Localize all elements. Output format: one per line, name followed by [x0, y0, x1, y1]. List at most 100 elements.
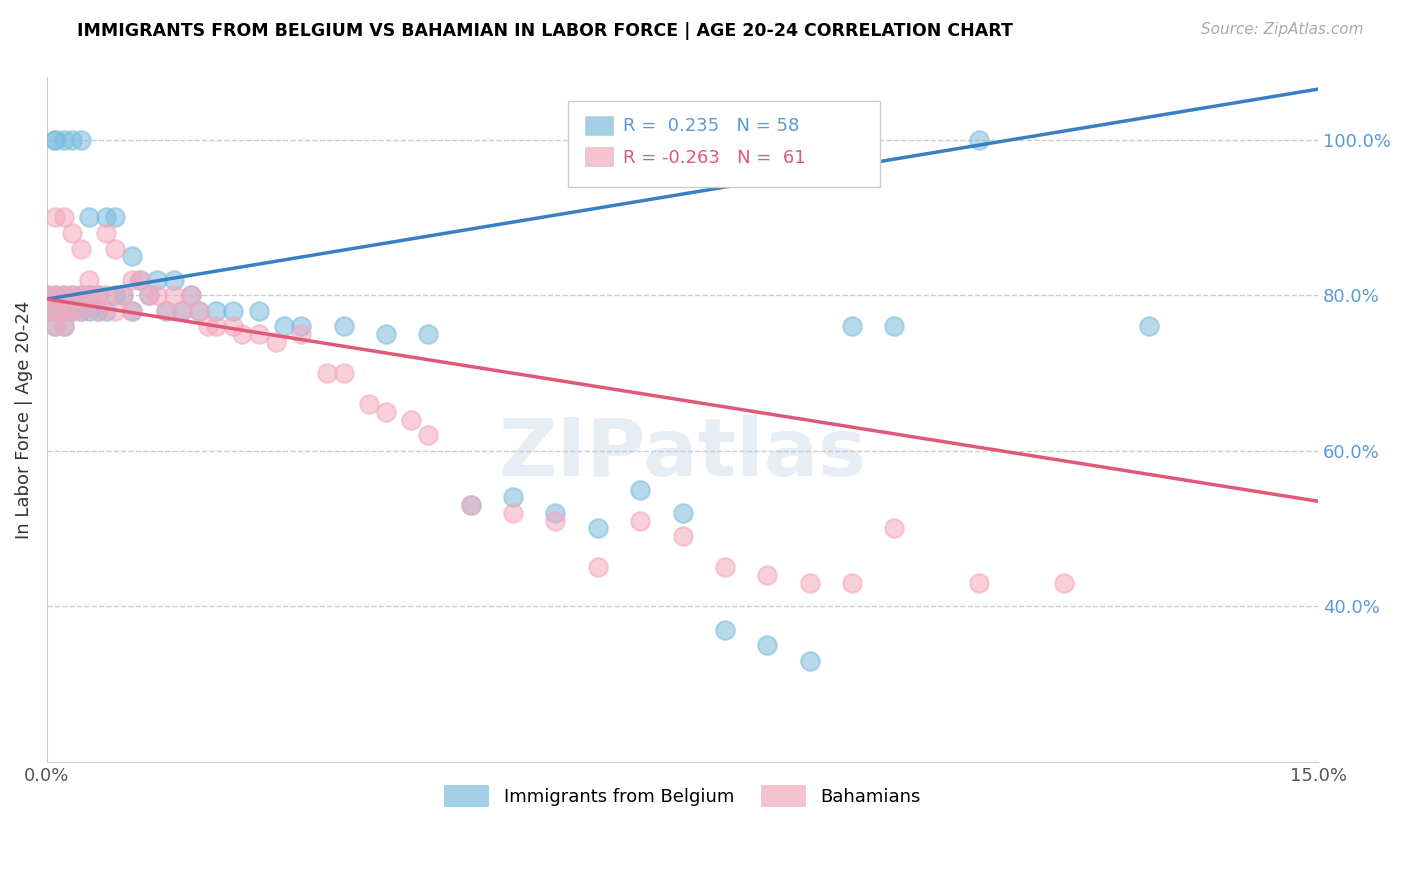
- Text: IMMIGRANTS FROM BELGIUM VS BAHAMIAN IN LABOR FORCE | AGE 20-24 CORRELATION CHART: IMMIGRANTS FROM BELGIUM VS BAHAMIAN IN L…: [77, 22, 1014, 40]
- Point: [460, 498, 482, 512]
- Point: [205, 303, 228, 318]
- Point: [44, 288, 66, 302]
- Point: [44, 319, 66, 334]
- Point: [104, 303, 127, 318]
- Point: [180, 288, 202, 302]
- Point: [418, 428, 440, 442]
- Point: [290, 327, 312, 342]
- Point: [69, 288, 91, 302]
- Point: [671, 529, 693, 543]
- Point: [799, 575, 821, 590]
- Point: [222, 303, 245, 318]
- Point: [357, 397, 380, 411]
- Point: [586, 560, 609, 574]
- Point: [1137, 319, 1160, 334]
- Point: [87, 288, 110, 302]
- Bar: [585, 116, 613, 135]
- Point: [628, 514, 651, 528]
- Point: [332, 319, 354, 334]
- Point: [52, 303, 75, 318]
- Point: [163, 272, 186, 286]
- Point: [163, 288, 186, 302]
- Point: [121, 303, 143, 318]
- Point: [87, 303, 110, 318]
- Point: [544, 506, 567, 520]
- Text: R =  0.235   N = 58: R = 0.235 N = 58: [623, 117, 799, 135]
- Point: [883, 319, 905, 334]
- Point: [155, 303, 177, 318]
- Point: [60, 288, 83, 302]
- Point: [104, 288, 127, 302]
- Point: [247, 303, 270, 318]
- Point: [883, 521, 905, 535]
- Point: [374, 327, 396, 342]
- Point: [967, 575, 990, 590]
- Point: [586, 521, 609, 535]
- Point: [96, 303, 118, 318]
- Point: [155, 303, 177, 318]
- Point: [60, 303, 83, 318]
- Point: [172, 303, 194, 318]
- Point: [44, 303, 66, 318]
- Point: [60, 133, 83, 147]
- Point: [77, 272, 100, 286]
- Point: [60, 288, 83, 302]
- Point: [273, 319, 295, 334]
- Point: [290, 319, 312, 334]
- Point: [146, 272, 169, 286]
- Point: [967, 133, 990, 147]
- Point: [52, 288, 75, 302]
- Point: [222, 319, 245, 334]
- Point: [69, 303, 91, 318]
- Point: [52, 319, 75, 334]
- Point: [205, 319, 228, 334]
- Point: [52, 133, 75, 147]
- Point: [104, 242, 127, 256]
- Point: [69, 288, 91, 302]
- Point: [188, 303, 211, 318]
- Point: [112, 288, 135, 302]
- Point: [138, 288, 160, 302]
- Point: [96, 288, 118, 302]
- Y-axis label: In Labor Force | Age 20-24: In Labor Force | Age 20-24: [15, 301, 32, 539]
- Point: [841, 319, 863, 334]
- Point: [104, 211, 127, 225]
- Point: [121, 272, 143, 286]
- Point: [460, 498, 482, 512]
- Point: [714, 560, 737, 574]
- Point: [44, 133, 66, 147]
- Point: [332, 366, 354, 380]
- Point: [231, 327, 253, 342]
- Point: [841, 575, 863, 590]
- Point: [146, 288, 169, 302]
- Point: [52, 288, 75, 302]
- Point: [121, 249, 143, 263]
- FancyBboxPatch shape: [568, 102, 880, 187]
- Point: [96, 211, 118, 225]
- Point: [374, 405, 396, 419]
- Point: [87, 303, 110, 318]
- Text: R = -0.263   N =  61: R = -0.263 N = 61: [623, 149, 806, 167]
- Point: [756, 638, 779, 652]
- Point: [714, 623, 737, 637]
- Point: [77, 288, 100, 302]
- Bar: [585, 147, 613, 167]
- Point: [756, 568, 779, 582]
- Point: [197, 319, 219, 334]
- Point: [44, 303, 66, 318]
- Point: [247, 327, 270, 342]
- Point: [315, 366, 337, 380]
- Point: [121, 303, 143, 318]
- Point: [52, 319, 75, 334]
- Point: [52, 303, 75, 318]
- Text: ZIPatlas: ZIPatlas: [498, 415, 866, 492]
- Point: [44, 133, 66, 147]
- Point: [77, 288, 100, 302]
- Point: [35, 288, 58, 302]
- Point: [87, 288, 110, 302]
- Point: [77, 211, 100, 225]
- Point: [69, 133, 91, 147]
- Point: [44, 211, 66, 225]
- Point: [69, 303, 91, 318]
- Point: [264, 334, 287, 349]
